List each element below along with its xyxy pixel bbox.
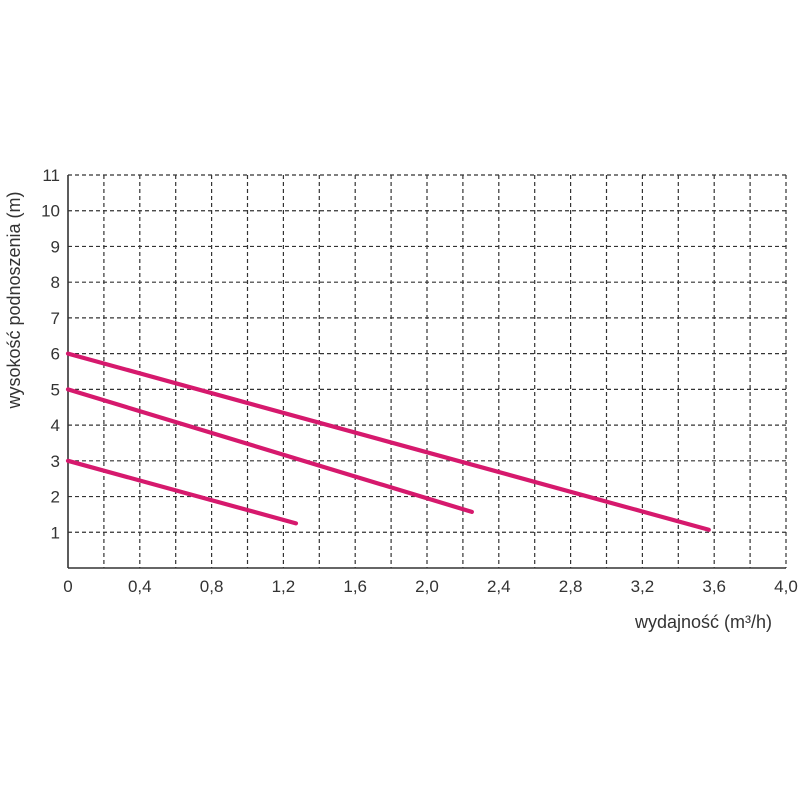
y-axis-label: wysokość podnoszenia (m) [4,191,24,409]
y-tick-label: 11 [42,166,60,185]
y-tick-label: 9 [51,237,60,256]
axes [67,175,786,569]
x-tick-label: 3,6 [702,577,726,596]
y-tick-label: 10 [41,202,60,221]
x-tick-label: 1,6 [343,577,367,596]
x-tick-label: 1,2 [272,577,296,596]
x-tick-label: 0,4 [128,577,152,596]
x-tick-label: 3,2 [631,577,655,596]
y-tick-label: 8 [51,273,60,292]
x-axis-label: wydajność (m³/h) [634,612,772,632]
x-tick-labels: 0 0,4 0,8 1,2 1,6 2,0 2,4 2,8 3,2 3,6 4,0 [63,577,798,596]
y-tick-label: 4 [51,416,60,435]
y-tick-label: 3 [51,452,60,471]
x-tick-label: 4,0 [774,577,798,596]
series-line-3 [65,458,299,526]
x-tick-label: 2,0 [415,577,439,596]
series-line-1 [65,351,711,532]
y-tick-label: 7 [51,309,60,328]
y-tick-label: 6 [51,345,60,364]
series-group [65,351,711,532]
x-tick-label: 2,4 [487,577,511,596]
grid [68,174,787,568]
y-tick-label: 1 [51,523,60,542]
x-tick-label: 0 [63,577,72,596]
x-tick-label: 0,8 [200,577,224,596]
x-tick-label: 2,8 [559,577,583,596]
y-tick-labels: 1 2 3 4 5 6 7 8 9 10 11 [41,166,60,542]
series-line-2 [65,387,474,515]
y-tick-label: 5 [51,380,60,399]
y-tick-label: 2 [51,488,60,507]
